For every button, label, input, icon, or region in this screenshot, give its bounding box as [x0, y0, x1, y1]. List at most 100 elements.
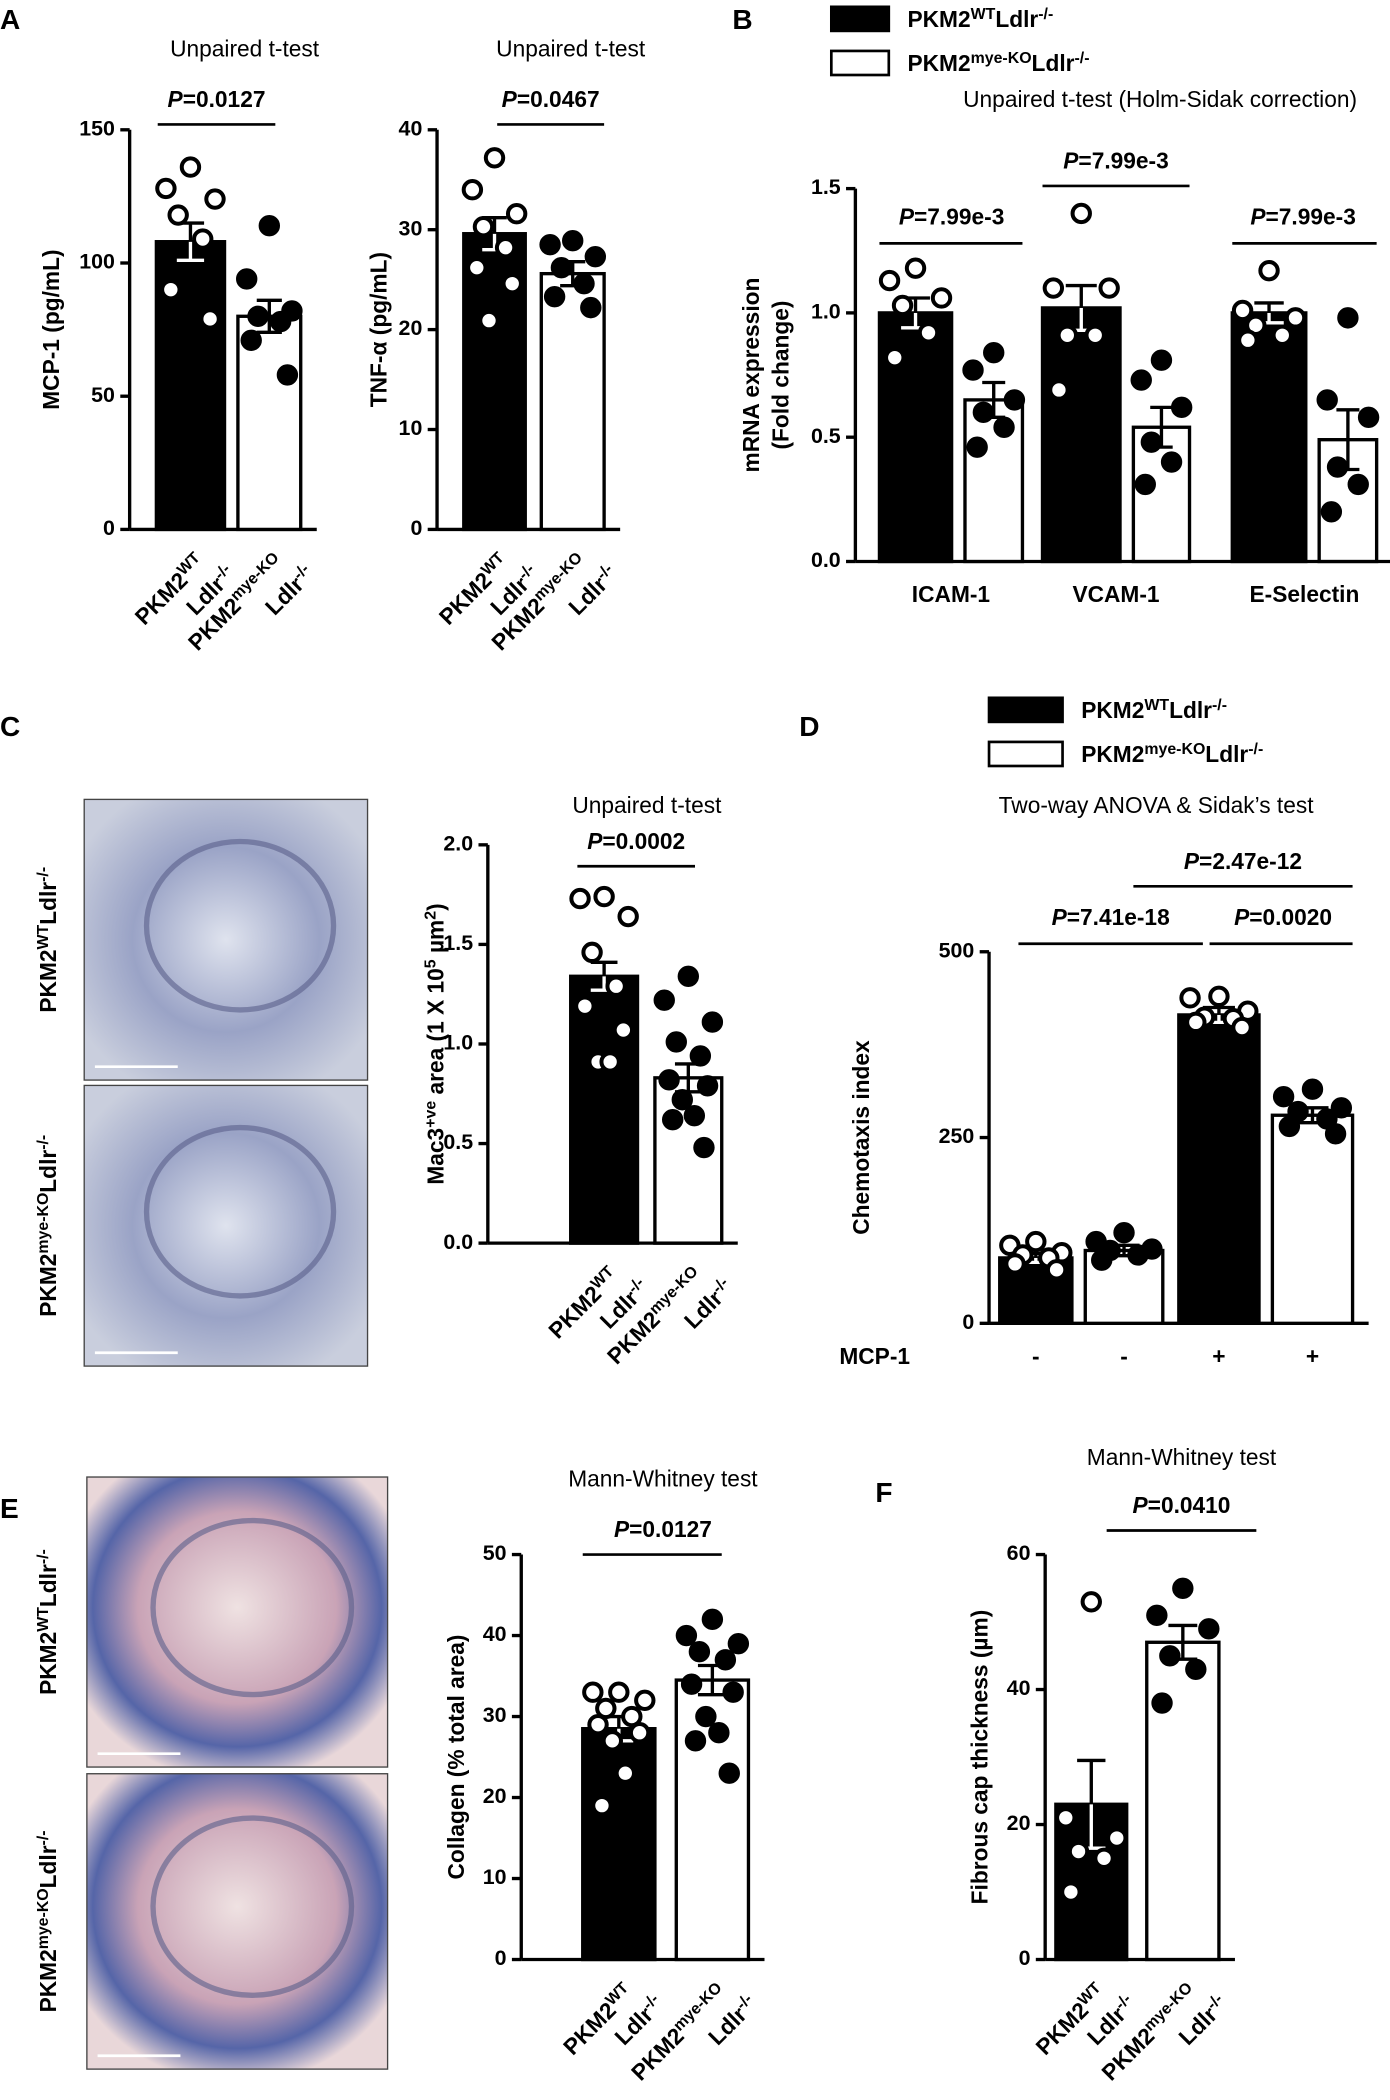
bar: [1177, 1013, 1261, 1325]
x-axis-label: MCP-1: [839, 1343, 910, 1369]
chart-title: Unpaired t-test: [572, 792, 722, 818]
y-tick-label: 30: [399, 216, 423, 240]
data-point: [1237, 329, 1259, 351]
label-part: WT: [1144, 696, 1169, 713]
x-tick-label: -: [1032, 1343, 1040, 1369]
y-tick-label: 1.5: [443, 931, 473, 955]
label-part: Ldlr: [35, 1845, 61, 1888]
data-point: [1160, 451, 1183, 473]
data-point: [599, 1051, 621, 1073]
data-point: [461, 179, 484, 201]
label-part: +ve: [422, 1101, 439, 1128]
data-point: [1151, 1692, 1173, 1714]
y-tick-label: 100: [79, 250, 115, 274]
data-point: [683, 1104, 706, 1127]
data-point: [614, 1762, 637, 1784]
y-tick-label: 40: [399, 116, 423, 140]
label-part: 5: [422, 959, 439, 968]
label-part: Ldlr: [1205, 741, 1248, 767]
x-tick-label: -: [1120, 1343, 1128, 1369]
data-point: [1113, 1221, 1135, 1244]
y-axis-label: mRNA expression (Fold change): [738, 278, 793, 473]
data-point: [494, 236, 517, 259]
y-tick-label: 0.0: [811, 548, 841, 572]
micrograph-lesion: [143, 1124, 337, 1299]
data-point: [155, 177, 177, 200]
label-part: Mac3: [423, 1128, 449, 1185]
data-point: [634, 1689, 656, 1712]
data-point: [167, 204, 189, 226]
error-bar: [982, 380, 1006, 400]
data-point: [1056, 324, 1078, 346]
data-point: [1330, 1097, 1353, 1119]
data-point: [569, 887, 591, 910]
data-point: [1357, 406, 1380, 429]
panel-letter: D: [799, 711, 819, 742]
data-point: [701, 1011, 724, 1033]
y-axis-label: Fibrous cap thickness (µm): [967, 1610, 993, 1905]
error-bar: [1336, 408, 1360, 440]
chart-title: Unpaired t-test: [496, 35, 646, 61]
y-tick-label: 0.0: [443, 1230, 473, 1254]
data-point: [1347, 473, 1369, 496]
y-axis-label: TNF-α (pg/mL): [365, 252, 391, 407]
data-point: [966, 436, 988, 458]
data-point: [595, 1697, 617, 1720]
legend-swatch: [987, 740, 1064, 768]
label-part: PKM2: [35, 949, 61, 1012]
y-tick-label: 60: [1007, 1541, 1031, 1565]
data-point: [1231, 1016, 1253, 1039]
data-point: [1127, 1244, 1149, 1266]
data-point: [1185, 1011, 1207, 1034]
label-part: -/-: [1212, 696, 1227, 713]
data-point: [1048, 379, 1070, 401]
panel-letter: B: [732, 4, 752, 35]
data-point: [628, 1722, 651, 1744]
data-point: [993, 416, 1015, 438]
p-value: P=2.47e-12: [1184, 848, 1302, 874]
label-part: 2: [422, 911, 439, 920]
data-point: [708, 1722, 730, 1744]
data-point: [1159, 1645, 1181, 1667]
label-part: Ldlr: [35, 882, 61, 925]
data-point: [1271, 324, 1293, 346]
label-part: PKM2: [1081, 697, 1144, 723]
y-axis-label: Chemotaxis index: [848, 1040, 874, 1235]
label-part: Ldlr: [35, 1150, 61, 1193]
data-point: [612, 1019, 635, 1041]
data-point: [727, 1632, 750, 1655]
label-part: PKM2: [35, 1632, 61, 1695]
y-tick-label: 0.5: [811, 424, 841, 448]
data-point: [1004, 1253, 1026, 1275]
legend-swatch: [829, 49, 891, 77]
label-part: PKM2: [35, 1949, 61, 2012]
data-point: [1080, 1591, 1102, 1613]
label-part: -/-: [35, 1830, 52, 1845]
p-value: P=7.41e-18: [1052, 904, 1170, 930]
bar: [1230, 311, 1308, 564]
data-point: [1301, 1078, 1324, 1100]
error-bar: [1168, 1623, 1198, 1643]
y-axis-label: MCP-1 (pg/mL): [38, 249, 64, 409]
data-point: [1003, 389, 1026, 411]
p-value: P=0.0467: [502, 86, 600, 112]
data-point: [584, 245, 607, 268]
data-point: [1258, 259, 1280, 282]
micrograph-lesion: [143, 838, 337, 1013]
data-point: [1198, 1618, 1220, 1640]
chart-title: Unpaired t-test: [170, 35, 320, 61]
panel-letter: F: [875, 1477, 892, 1508]
y-tick-label: 20: [483, 1784, 507, 1808]
legend-label: PKM2mye-KOLdlr-/-: [1081, 740, 1263, 767]
micrograph: [83, 1084, 369, 1367]
label-part: mye-KO: [1144, 740, 1205, 757]
p-value: P=7.99e-3: [1063, 148, 1168, 174]
error-bar: [1077, 1758, 1106, 1805]
data-point: [983, 341, 1005, 364]
data-point: [675, 1624, 698, 1647]
p-value: P=0.0410: [1133, 1492, 1231, 1518]
data-point: [1084, 324, 1106, 346]
error-bar: [1254, 301, 1284, 313]
data-point: [580, 296, 602, 319]
